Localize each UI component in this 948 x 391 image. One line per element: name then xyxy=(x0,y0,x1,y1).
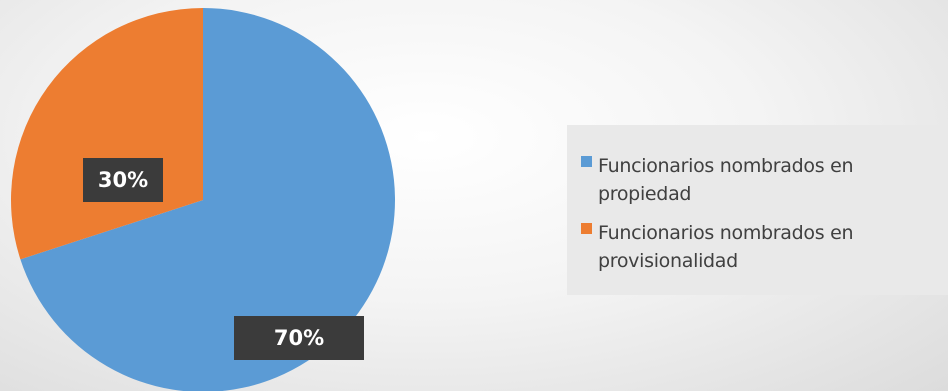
legend: Funcionarios nombrados en propiedad Funci… xyxy=(567,125,948,295)
data-label-provisionalidad: 30% xyxy=(83,158,163,202)
data-label-propiedad: 70% xyxy=(234,316,364,360)
legend-item-propiedad: Funcionarios nombrados en propiedad xyxy=(581,148,938,212)
legend-item-provisionalidad: Funcionarios nombrados en provisionalidad xyxy=(581,215,938,279)
legend-swatch-propiedad xyxy=(581,156,592,167)
legend-label-propiedad: Funcionarios nombrados en propiedad xyxy=(598,155,854,205)
legend-label-provisionalidad: Funcionarios nombrados en provisionalidad xyxy=(598,222,854,272)
pie-slice-propiedad xyxy=(20,8,395,391)
legend-swatch-provisionalidad xyxy=(581,223,592,234)
